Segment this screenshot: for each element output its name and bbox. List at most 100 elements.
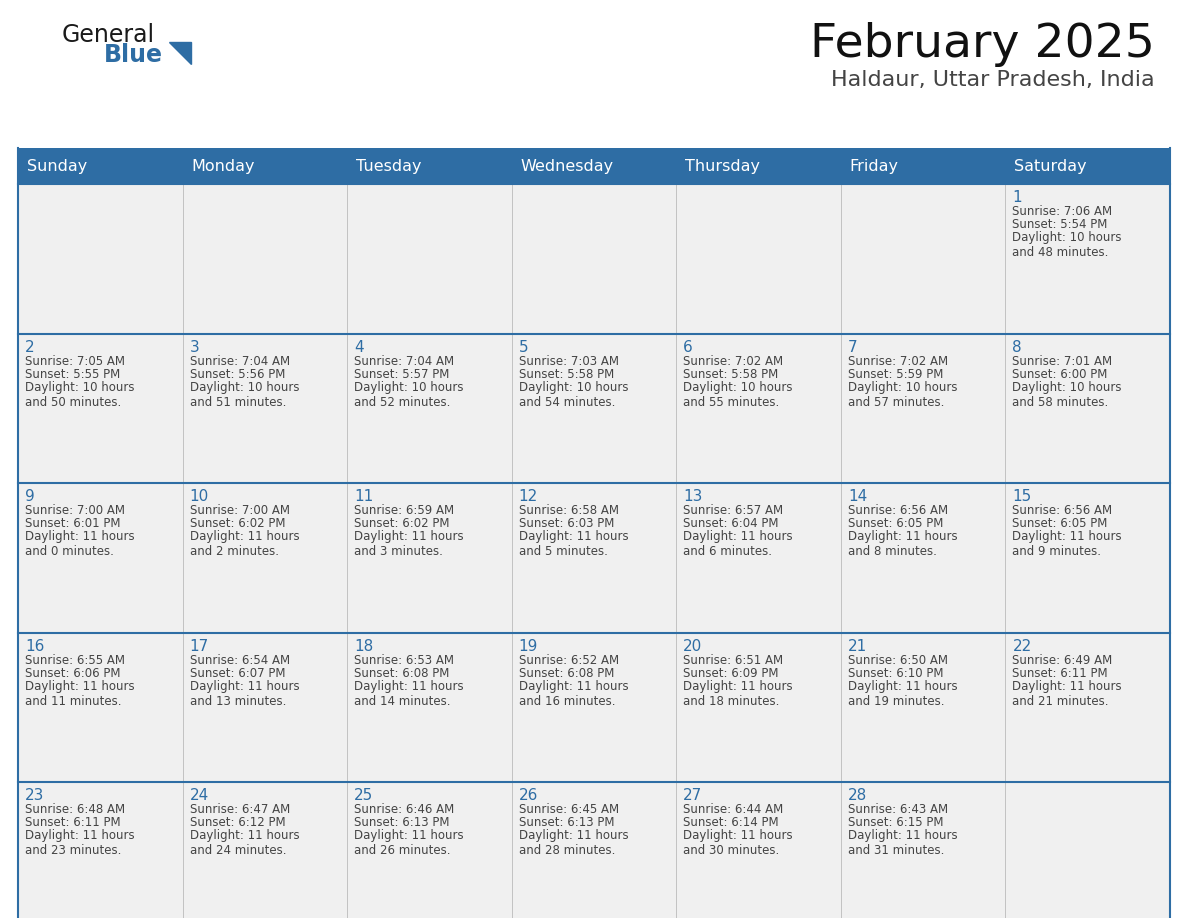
Text: Sunrise: 6:56 AM: Sunrise: 6:56 AM bbox=[1012, 504, 1112, 517]
Text: Sunset: 6:00 PM: Sunset: 6:00 PM bbox=[1012, 367, 1107, 381]
Text: Daylight: 11 hours
and 3 minutes.: Daylight: 11 hours and 3 minutes. bbox=[354, 531, 463, 558]
Text: Daylight: 10 hours
and 52 minutes.: Daylight: 10 hours and 52 minutes. bbox=[354, 381, 463, 409]
Text: 9: 9 bbox=[25, 489, 34, 504]
Text: Sunrise: 6:47 AM: Sunrise: 6:47 AM bbox=[190, 803, 290, 816]
Bar bbox=[18, 782, 1170, 918]
Text: Daylight: 11 hours
and 5 minutes.: Daylight: 11 hours and 5 minutes. bbox=[519, 531, 628, 558]
Text: 18: 18 bbox=[354, 639, 373, 654]
Text: Wednesday: Wednesday bbox=[520, 159, 614, 174]
Text: 8: 8 bbox=[1012, 340, 1022, 354]
Text: Daylight: 11 hours
and 19 minutes.: Daylight: 11 hours and 19 minutes. bbox=[848, 680, 958, 708]
Text: Sunrise: 7:04 AM: Sunrise: 7:04 AM bbox=[354, 354, 454, 367]
Text: Sunrise: 6:45 AM: Sunrise: 6:45 AM bbox=[519, 803, 619, 816]
Text: Sunset: 6:14 PM: Sunset: 6:14 PM bbox=[683, 816, 779, 829]
Bar bbox=[18, 148, 1170, 184]
Text: 12: 12 bbox=[519, 489, 538, 504]
Text: 16: 16 bbox=[25, 639, 44, 654]
Text: Daylight: 10 hours
and 58 minutes.: Daylight: 10 hours and 58 minutes. bbox=[1012, 381, 1121, 409]
Text: Sunset: 6:15 PM: Sunset: 6:15 PM bbox=[848, 816, 943, 829]
Text: Sunset: 6:01 PM: Sunset: 6:01 PM bbox=[25, 517, 120, 531]
Text: Sunrise: 7:00 AM: Sunrise: 7:00 AM bbox=[25, 504, 125, 517]
Text: 11: 11 bbox=[354, 489, 373, 504]
Text: Haldaur, Uttar Pradesh, India: Haldaur, Uttar Pradesh, India bbox=[832, 70, 1155, 90]
Text: Sunrise: 6:56 AM: Sunrise: 6:56 AM bbox=[848, 504, 948, 517]
Text: Daylight: 11 hours
and 30 minutes.: Daylight: 11 hours and 30 minutes. bbox=[683, 829, 792, 857]
Text: Daylight: 10 hours
and 55 minutes.: Daylight: 10 hours and 55 minutes. bbox=[683, 381, 792, 409]
Text: Daylight: 11 hours
and 0 minutes.: Daylight: 11 hours and 0 minutes. bbox=[25, 531, 134, 558]
Text: 14: 14 bbox=[848, 489, 867, 504]
Text: 3: 3 bbox=[190, 340, 200, 354]
Text: 26: 26 bbox=[519, 789, 538, 803]
Text: Sunset: 6:13 PM: Sunset: 6:13 PM bbox=[519, 816, 614, 829]
Text: 22: 22 bbox=[1012, 639, 1031, 654]
Text: Sunset: 6:10 PM: Sunset: 6:10 PM bbox=[848, 666, 943, 680]
Text: Sunset: 6:12 PM: Sunset: 6:12 PM bbox=[190, 816, 285, 829]
Text: Sunrise: 7:02 AM: Sunrise: 7:02 AM bbox=[848, 354, 948, 367]
Text: 4: 4 bbox=[354, 340, 364, 354]
Text: Sunrise: 6:55 AM: Sunrise: 6:55 AM bbox=[25, 654, 125, 666]
Text: Sunrise: 6:52 AM: Sunrise: 6:52 AM bbox=[519, 654, 619, 666]
Text: Sunset: 6:06 PM: Sunset: 6:06 PM bbox=[25, 666, 120, 680]
Text: Sunset: 6:08 PM: Sunset: 6:08 PM bbox=[354, 666, 449, 680]
Text: Sunrise: 7:05 AM: Sunrise: 7:05 AM bbox=[25, 354, 125, 367]
Text: Sunrise: 6:43 AM: Sunrise: 6:43 AM bbox=[848, 803, 948, 816]
Text: Sunrise: 6:44 AM: Sunrise: 6:44 AM bbox=[683, 803, 784, 816]
Text: Blue: Blue bbox=[105, 43, 163, 67]
Text: Daylight: 10 hours
and 57 minutes.: Daylight: 10 hours and 57 minutes. bbox=[848, 381, 958, 409]
Text: 15: 15 bbox=[1012, 489, 1031, 504]
Text: 17: 17 bbox=[190, 639, 209, 654]
Text: Daylight: 11 hours
and 26 minutes.: Daylight: 11 hours and 26 minutes. bbox=[354, 829, 463, 857]
Text: Friday: Friday bbox=[849, 159, 899, 174]
Text: Daylight: 11 hours
and 2 minutes.: Daylight: 11 hours and 2 minutes. bbox=[190, 531, 299, 558]
Text: Daylight: 11 hours
and 28 minutes.: Daylight: 11 hours and 28 minutes. bbox=[519, 829, 628, 857]
Text: Sunrise: 6:54 AM: Sunrise: 6:54 AM bbox=[190, 654, 290, 666]
Text: Sunrise: 6:50 AM: Sunrise: 6:50 AM bbox=[848, 654, 948, 666]
Text: 2: 2 bbox=[25, 340, 34, 354]
Text: Sunset: 6:05 PM: Sunset: 6:05 PM bbox=[1012, 517, 1107, 531]
Text: 24: 24 bbox=[190, 789, 209, 803]
Text: Sunrise: 7:02 AM: Sunrise: 7:02 AM bbox=[683, 354, 783, 367]
Text: Daylight: 10 hours
and 48 minutes.: Daylight: 10 hours and 48 minutes. bbox=[1012, 231, 1121, 259]
Text: Sunset: 5:57 PM: Sunset: 5:57 PM bbox=[354, 367, 449, 381]
Text: Sunset: 6:05 PM: Sunset: 6:05 PM bbox=[848, 517, 943, 531]
Text: Sunset: 6:13 PM: Sunset: 6:13 PM bbox=[354, 816, 449, 829]
Text: 5: 5 bbox=[519, 340, 529, 354]
Text: 7: 7 bbox=[848, 340, 858, 354]
Text: Monday: Monday bbox=[191, 159, 255, 174]
Text: Daylight: 11 hours
and 31 minutes.: Daylight: 11 hours and 31 minutes. bbox=[848, 829, 958, 857]
Text: February 2025: February 2025 bbox=[810, 22, 1155, 67]
Text: Sunrise: 6:58 AM: Sunrise: 6:58 AM bbox=[519, 504, 619, 517]
Text: 6: 6 bbox=[683, 340, 693, 354]
Bar bbox=[18, 333, 1170, 483]
Text: 23: 23 bbox=[25, 789, 44, 803]
Text: Daylight: 11 hours
and 14 minutes.: Daylight: 11 hours and 14 minutes. bbox=[354, 680, 463, 708]
Text: Daylight: 11 hours
and 21 minutes.: Daylight: 11 hours and 21 minutes. bbox=[1012, 680, 1121, 708]
Text: Sunset: 5:59 PM: Sunset: 5:59 PM bbox=[848, 367, 943, 381]
Text: 25: 25 bbox=[354, 789, 373, 803]
Text: Daylight: 11 hours
and 6 minutes.: Daylight: 11 hours and 6 minutes. bbox=[683, 531, 792, 558]
Polygon shape bbox=[169, 42, 191, 64]
Text: Sunset: 6:07 PM: Sunset: 6:07 PM bbox=[190, 666, 285, 680]
Text: Sunset: 5:55 PM: Sunset: 5:55 PM bbox=[25, 367, 120, 381]
Text: Sunrise: 6:46 AM: Sunrise: 6:46 AM bbox=[354, 803, 454, 816]
Text: Sunset: 5:56 PM: Sunset: 5:56 PM bbox=[190, 367, 285, 381]
Text: Sunrise: 6:59 AM: Sunrise: 6:59 AM bbox=[354, 504, 454, 517]
Text: Daylight: 11 hours
and 23 minutes.: Daylight: 11 hours and 23 minutes. bbox=[25, 829, 134, 857]
Text: Daylight: 11 hours
and 13 minutes.: Daylight: 11 hours and 13 minutes. bbox=[190, 680, 299, 708]
Text: Daylight: 11 hours
and 8 minutes.: Daylight: 11 hours and 8 minutes. bbox=[848, 531, 958, 558]
Text: 13: 13 bbox=[683, 489, 702, 504]
Text: General: General bbox=[62, 23, 156, 47]
Text: Sunset: 6:08 PM: Sunset: 6:08 PM bbox=[519, 666, 614, 680]
Text: 10: 10 bbox=[190, 489, 209, 504]
Text: 19: 19 bbox=[519, 639, 538, 654]
Text: Sunrise: 7:00 AM: Sunrise: 7:00 AM bbox=[190, 504, 290, 517]
Text: Sunrise: 7:01 AM: Sunrise: 7:01 AM bbox=[1012, 354, 1112, 367]
Text: Sunset: 6:04 PM: Sunset: 6:04 PM bbox=[683, 517, 779, 531]
Text: Thursday: Thursday bbox=[685, 159, 760, 174]
Text: Sunset: 6:11 PM: Sunset: 6:11 PM bbox=[25, 816, 121, 829]
Text: Sunrise: 7:04 AM: Sunrise: 7:04 AM bbox=[190, 354, 290, 367]
Text: Daylight: 10 hours
and 54 minutes.: Daylight: 10 hours and 54 minutes. bbox=[519, 381, 628, 409]
Text: Daylight: 10 hours
and 50 minutes.: Daylight: 10 hours and 50 minutes. bbox=[25, 381, 134, 409]
Text: Sunset: 5:54 PM: Sunset: 5:54 PM bbox=[1012, 218, 1107, 231]
Text: Daylight: 10 hours
and 51 minutes.: Daylight: 10 hours and 51 minutes. bbox=[190, 381, 299, 409]
